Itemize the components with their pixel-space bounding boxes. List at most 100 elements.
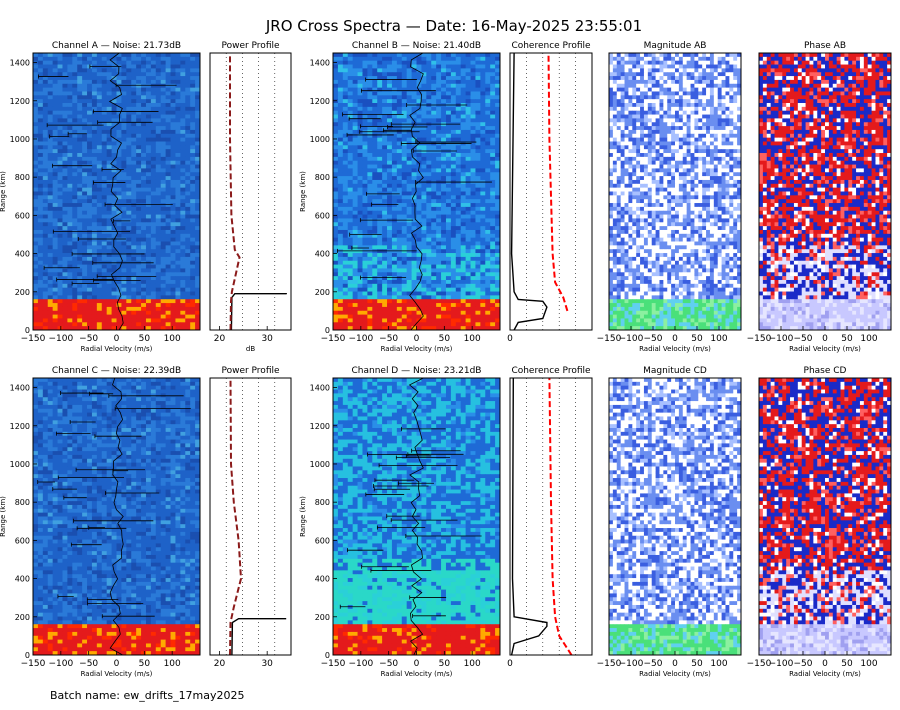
heatmap-cell <box>67 326 73 331</box>
heatmap-cell <box>480 295 486 300</box>
heatmap-cell <box>91 103 98 108</box>
heatmap-cell <box>470 299 476 304</box>
heatmap-cell <box>180 199 186 204</box>
heatmap-cell <box>490 245 496 250</box>
heatmap-cell <box>190 256 196 262</box>
heatmap-cell <box>357 303 363 308</box>
heatmap-cell <box>111 279 117 285</box>
heatmap-cell <box>475 299 481 304</box>
heatmap-cell <box>485 191 491 196</box>
heatmap-cell <box>180 187 186 192</box>
heatmap-cell <box>401 222 408 227</box>
heatmap-cell <box>145 229 152 235</box>
heatmap-cell <box>421 326 427 331</box>
heatmap-cell <box>106 245 112 250</box>
heatmap-cell <box>106 87 112 92</box>
heatmap-cell <box>42 310 49 316</box>
heatmap-cell <box>170 199 176 204</box>
heatmap-cell <box>362 183 368 189</box>
heatmap-cell <box>426 183 432 189</box>
heatmap-cell <box>160 76 167 81</box>
heatmap-cell <box>485 149 491 154</box>
heatmap-cell <box>347 168 354 173</box>
heatmap-cell <box>42 299 49 304</box>
heatmap-cell <box>382 210 388 215</box>
heatmap-cell <box>77 149 83 154</box>
heatmap-cell <box>155 279 162 285</box>
heatmap-cell <box>411 291 417 296</box>
heatmap-cell <box>190 314 196 319</box>
heatmap-cell <box>362 164 368 169</box>
heatmap-cell <box>372 68 378 73</box>
heatmap-cell <box>175 164 181 169</box>
heatmap-cell <box>111 287 117 292</box>
heatmap-cell <box>347 141 354 146</box>
heatmap-cell <box>165 68 171 73</box>
heatmap-cell <box>175 103 181 108</box>
heatmap-cell <box>436 187 442 192</box>
heatmap-cell <box>121 256 127 262</box>
heatmap-cell <box>106 95 112 100</box>
heatmap-cell <box>195 199 201 204</box>
heatmap-cell <box>377 106 383 112</box>
heatmap-cell <box>357 195 363 200</box>
heatmap-cell <box>470 218 476 223</box>
heatmap-cell <box>33 129 39 135</box>
heatmap-cell <box>333 79 339 85</box>
heatmap-cell <box>136 103 142 108</box>
heatmap-cell <box>470 318 476 323</box>
heatmap-cell <box>106 206 112 212</box>
heatmap-cell <box>160 72 167 77</box>
heatmap-cell <box>136 160 142 165</box>
heatmap-cell <box>372 137 378 142</box>
heatmap-cell <box>431 145 437 150</box>
heatmap-cell <box>165 310 171 316</box>
heatmap-cell <box>155 222 162 227</box>
heatmap-cell <box>465 133 471 139</box>
heatmap-cell <box>357 283 363 289</box>
heatmap-cell <box>42 256 49 262</box>
heatmap-cell <box>460 218 467 223</box>
heatmap-cell <box>485 210 491 215</box>
heatmap-cell <box>470 199 476 204</box>
y-tick-label: 1400 <box>10 59 30 68</box>
x-tick-label: −50 <box>79 334 98 344</box>
heatmap-cell <box>372 291 378 296</box>
heatmap-cell <box>342 83 349 89</box>
heatmap-cell <box>126 245 132 250</box>
heatmap-cell <box>411 203 417 208</box>
heatmap-cell <box>475 156 481 162</box>
heatmap-cell <box>460 310 467 316</box>
heatmap-cell <box>62 206 68 212</box>
heatmap-cell <box>42 187 49 192</box>
heatmap-cell <box>426 326 432 331</box>
heatmap-cell <box>141 206 147 212</box>
heatmap-cell <box>96 153 103 158</box>
heatmap-cell <box>91 199 98 204</box>
heatmap-cell <box>387 183 393 189</box>
heatmap-cell <box>62 195 68 200</box>
heatmap-cell <box>91 129 98 135</box>
heatmap-cell <box>441 68 447 73</box>
heatmap-cell <box>91 303 98 308</box>
heatmap-cell <box>160 260 167 265</box>
heatmap-cell <box>426 276 432 281</box>
heatmap-cell <box>131 68 137 73</box>
heatmap-cell <box>101 303 108 308</box>
heatmap-cell <box>445 153 452 158</box>
heatmap-cell <box>96 129 103 135</box>
heatmap-cell <box>465 287 471 292</box>
heatmap-cell <box>37 129 44 135</box>
heatmap-cell <box>485 279 491 285</box>
heatmap-cell <box>47 126 54 131</box>
heatmap-cell <box>372 287 378 292</box>
heatmap-cell <box>116 72 122 77</box>
heatmap-cell <box>411 310 417 316</box>
heatmap-cell <box>170 303 176 308</box>
heatmap-cell <box>67 172 73 177</box>
heatmap-cell <box>62 79 68 85</box>
heatmap-cell <box>357 268 363 273</box>
heatmap-cell <box>367 229 373 235</box>
heatmap-cell <box>342 314 349 319</box>
heatmap-cell <box>441 106 447 112</box>
